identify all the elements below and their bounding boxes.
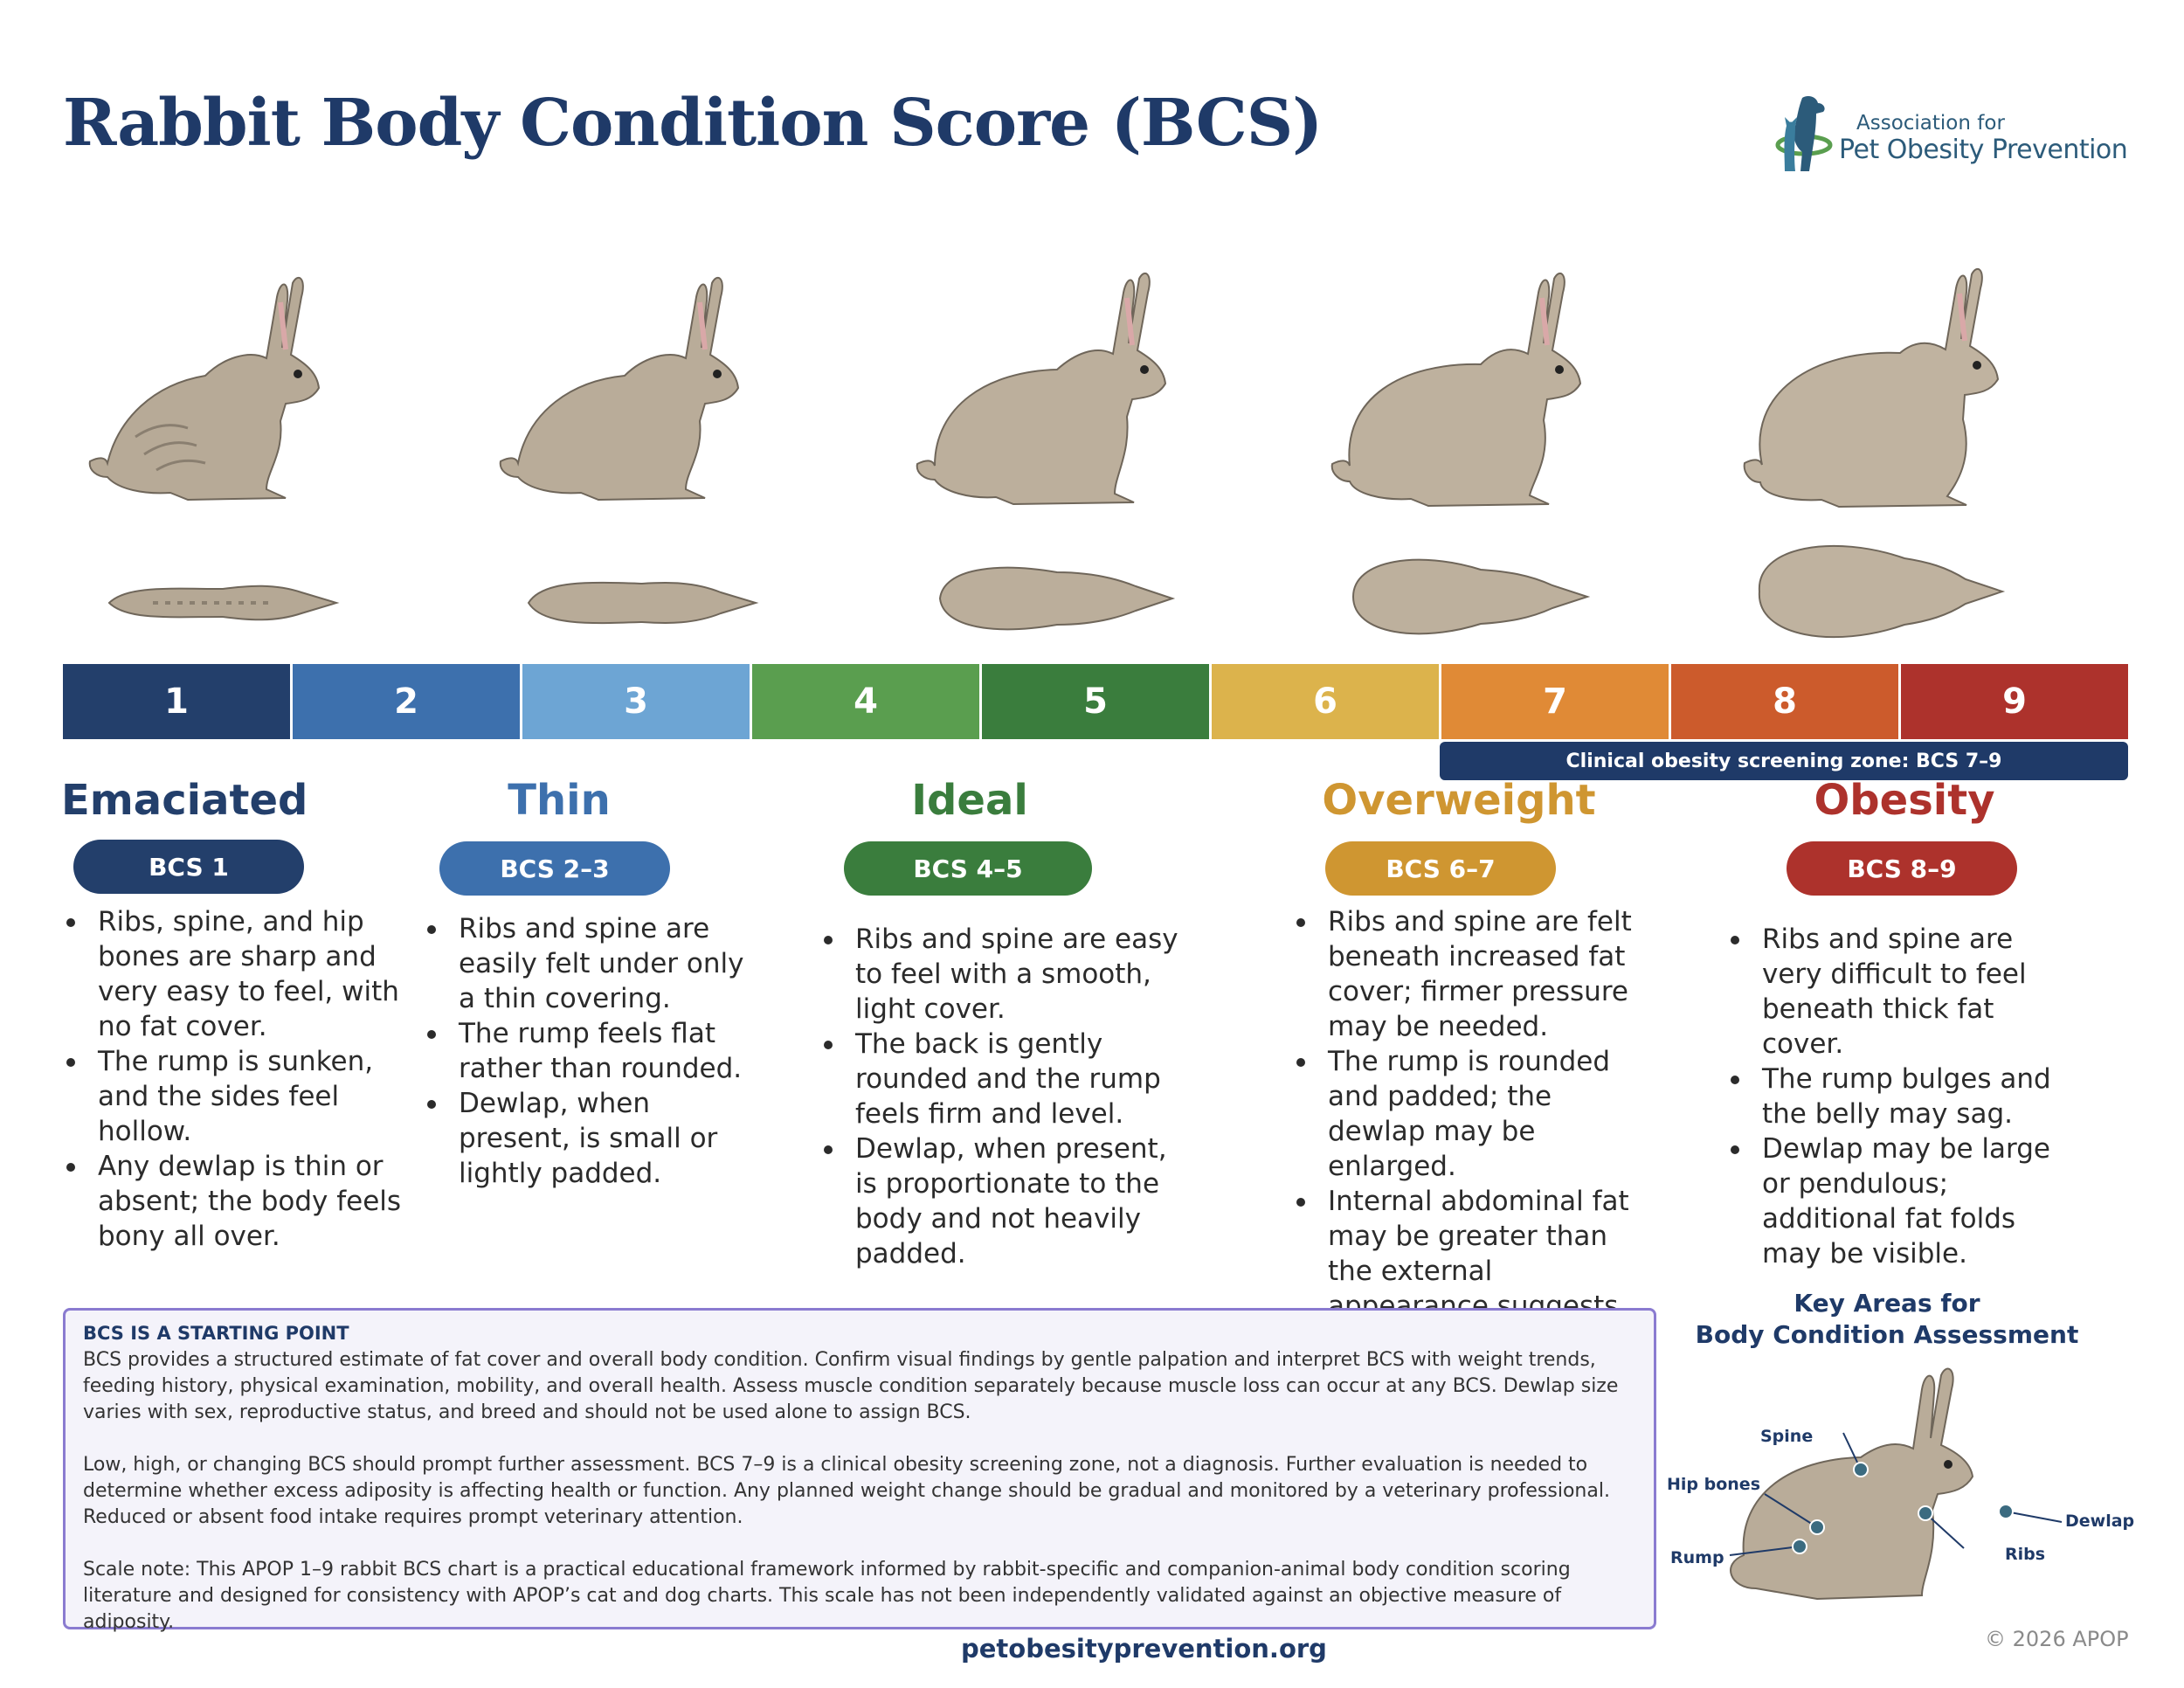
dog-cat-logo-icon xyxy=(1769,91,1848,178)
bcs-badge: BCS 1 xyxy=(73,840,304,894)
logo-line1: Association for xyxy=(1856,112,2005,135)
note-paragraph: Low, high, or changing BCS should prompt… xyxy=(83,1452,1636,1531)
rabbit-side-icon xyxy=(1731,1369,1973,1599)
rabbit-side-bcs1 xyxy=(90,278,319,500)
rabbit-top-icon xyxy=(1756,529,2009,655)
key-label-rump: Rump xyxy=(1670,1548,1724,1567)
apop-logo[interactable]: Association for Pet Obesity Prevention xyxy=(1769,91,2136,178)
list-item: Dewlap, when present, is small or lightl… xyxy=(422,1086,754,1191)
bcs-badge: BCS 8–9 xyxy=(1787,841,2017,896)
scale-segment-1: 1 xyxy=(63,664,293,739)
bullet-list: Ribs and spine are easy to feel with a s… xyxy=(819,922,1194,1271)
scale-segment-7: 7 xyxy=(1441,664,1671,739)
key-label-dewlap: Dewlap xyxy=(2065,1512,2134,1531)
list-item: The rump feels flat rather than rounded. xyxy=(422,1016,754,1086)
category-thin: Thin xyxy=(428,776,690,825)
rabbit-side-icon xyxy=(83,271,363,515)
bcs-badge: BCS 6–7 xyxy=(1325,841,1556,896)
category-title: Emaciated xyxy=(61,776,288,825)
list-item: The rump is sunken, and the sides feel h… xyxy=(61,1044,419,1149)
scale-segment-5: 5 xyxy=(982,664,1212,739)
key-label-hip-bones: Hip bones xyxy=(1667,1475,1760,1494)
starting-point-note: BCS IS A STARTING POINT BCS provides a s… xyxy=(63,1308,1656,1629)
obesity-zone-banner: Clinical obesity screening zone: BCS 7–9 xyxy=(1440,742,2128,780)
bullet-list: Ribs and spine are very difficult to fee… xyxy=(1725,922,2066,1271)
logo-line2: Pet Obesity Prevention xyxy=(1839,135,2127,165)
rabbit-side-icon xyxy=(1734,262,2040,520)
scale-segment-4: 4 xyxy=(752,664,982,739)
list-item: Ribs and spine are easily felt under onl… xyxy=(422,911,754,1016)
list-item: The back is gently rounded and the rump … xyxy=(819,1027,1194,1131)
copyright-text: © 2026 APOP xyxy=(1985,1627,2129,1651)
list-item: Dewlap, when present, is proportionate t… xyxy=(819,1131,1194,1271)
category-obesity: Obesity xyxy=(1773,776,2035,825)
rabbit-top-icon xyxy=(1350,540,1594,654)
rabbit-top-icon xyxy=(935,546,1179,651)
list-item: Any dewlap is thin or absent; the body f… xyxy=(61,1149,419,1254)
website-link[interactable]: petobesityprevention.org xyxy=(961,1634,1327,1664)
rabbit-side-icon xyxy=(494,271,782,515)
category-emaciated: Emaciated xyxy=(61,776,288,825)
rabbit-side-icon xyxy=(1324,266,1621,520)
category-title: Obesity xyxy=(1773,776,2035,825)
key-areas-title: Key Areas for Body Condition Assessment xyxy=(1686,1288,2088,1351)
rabbit-side-icon xyxy=(909,266,1206,520)
scale-segment-9: 9 xyxy=(1901,664,2128,739)
category-title: Overweight xyxy=(1275,776,1642,825)
note-title: BCS IS A STARTING POINT xyxy=(83,1323,1636,1344)
category-title: Ideal xyxy=(839,776,1101,825)
scale-segment-6: 6 xyxy=(1212,664,1441,739)
rabbit-top-icon xyxy=(100,559,345,647)
category-ideal: Ideal xyxy=(839,776,1101,825)
key-areas-title-line1: Key Areas for xyxy=(1686,1288,2088,1319)
list-item: Ribs and spine are easy to feel with a s… xyxy=(819,922,1194,1027)
bullet-list: Ribs and spine are easily felt under onl… xyxy=(422,911,754,1191)
note-paragraph: BCS provides a structured estimate of fa… xyxy=(83,1347,1636,1426)
list-item: The rump bulges and the belly may sag. xyxy=(1725,1062,2066,1131)
scale-segment-8: 8 xyxy=(1671,664,1901,739)
rabbit-top-icon xyxy=(520,557,764,648)
bullet-list: Ribs, spine, and hip bones are sharp and… xyxy=(61,904,419,1254)
scale-segment-3: 3 xyxy=(522,664,752,739)
category-title: Thin xyxy=(428,776,690,825)
bcs-badge: BCS 4–5 xyxy=(844,841,1092,896)
bullet-list: Ribs and spine are felt beneath increase… xyxy=(1291,904,1649,1324)
page-title: Rabbit Body Condition Score (BCS) xyxy=(63,86,1322,161)
scale-segment-2: 2 xyxy=(293,664,522,739)
category-overweight: Overweight xyxy=(1275,776,1642,825)
key-label-ribs: Ribs xyxy=(2005,1545,2045,1564)
bcs-badge: BCS 2–3 xyxy=(439,841,670,896)
note-paragraph: Scale note: This APOP 1–9 rabbit BCS cha… xyxy=(83,1557,1636,1636)
list-item: Dewlap may be large or pendulous; additi… xyxy=(1725,1131,2066,1271)
key-label-spine: Spine xyxy=(1760,1427,1813,1446)
key-areas-title-line2: Body Condition Assessment xyxy=(1686,1319,2088,1351)
list-item: Internal abdominal fat may be greater th… xyxy=(1291,1184,1649,1324)
list-item: Ribs, spine, and hip bones are sharp and… xyxy=(61,904,419,1044)
list-item: Ribs and spine are felt beneath increase… xyxy=(1291,904,1649,1044)
list-item: The rump is rounded and padded; the dewl… xyxy=(1291,1044,1649,1184)
list-item: Ribs and spine are very difficult to fee… xyxy=(1725,922,2066,1062)
